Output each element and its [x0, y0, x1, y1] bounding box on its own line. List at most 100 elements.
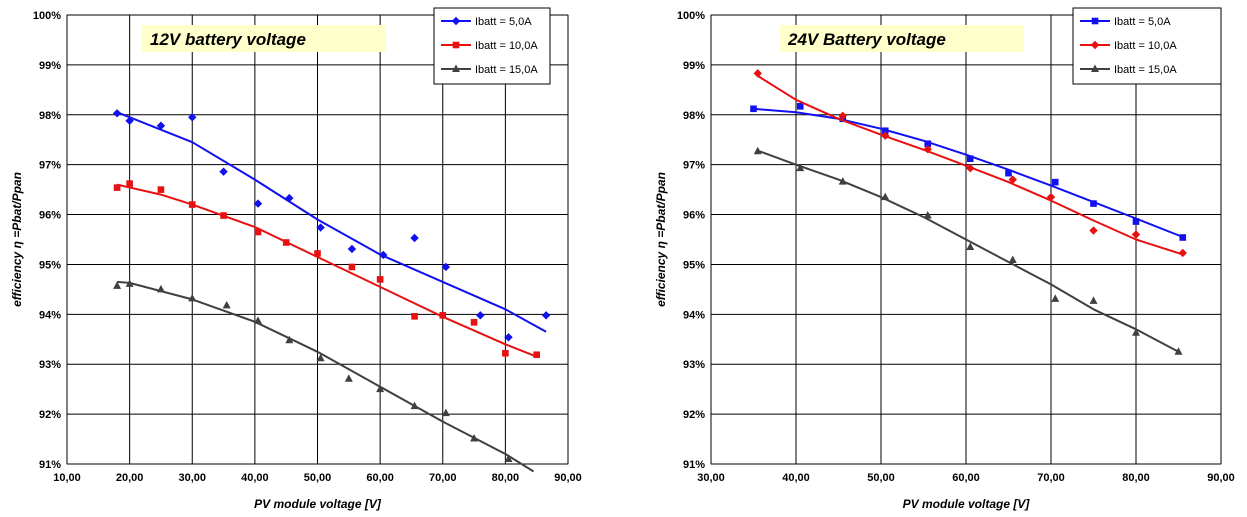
- data-point: [126, 180, 133, 187]
- y-tick-label: 93%: [39, 359, 61, 371]
- data-point: [410, 233, 419, 243]
- y-axis-title: efficiency η =Pbat/Ppan: [654, 172, 668, 307]
- y-axis-title: efficiency η =Pbat/Ppan: [10, 172, 24, 307]
- data-point: [796, 163, 805, 172]
- data-point: [1131, 230, 1141, 239]
- data-point: [1089, 296, 1098, 304]
- data-point: [1132, 218, 1140, 225]
- data-point: [285, 335, 294, 344]
- y-tick-label: 95%: [39, 259, 61, 271]
- data-point: [1179, 234, 1187, 241]
- y-tick-label: 98%: [683, 110, 705, 122]
- data-point: [113, 281, 122, 289]
- data-point: [157, 186, 165, 193]
- data-point: [476, 311, 485, 320]
- data-point: [282, 239, 290, 246]
- data-point: [1051, 178, 1059, 186]
- data-point: [541, 311, 551, 320]
- x-tick-label: 80,00: [1122, 472, 1150, 484]
- x-tick-label: 70,00: [429, 472, 457, 484]
- series-group-2: [113, 279, 535, 473]
- y-tick-label: 99%: [39, 60, 61, 72]
- annotation-box: [780, 25, 1024, 52]
- data-point: [439, 312, 447, 319]
- legend-marker: [1090, 40, 1100, 50]
- x-tick-label: 10,00: [53, 472, 81, 484]
- data-point: [881, 192, 890, 201]
- data-point: [316, 223, 325, 232]
- x-tick-label: 30,00: [697, 472, 725, 484]
- data-point: [410, 401, 419, 410]
- y-tick-label: 100%: [33, 10, 61, 22]
- chart-svg: 30,00 40,00 50,00 60,00 70,00 80,00 90,00 91% 92…: [654, 7, 1235, 511]
- trend-line: [753, 107, 1184, 238]
- legend-label: Ibatt = 15,0A: [1114, 64, 1177, 76]
- legend-label: Ibatt = 5,0A: [475, 16, 532, 28]
- data-point: [441, 262, 451, 272]
- chart-24v-efficiency: 30,00 40,00 50,00 60,00 70,00 80,00 90,00 91% 92…: [624, 0, 1247, 517]
- data-point: [1051, 294, 1060, 302]
- data-point: [753, 146, 762, 155]
- x-tick-label: 90,00: [1207, 472, 1235, 484]
- y-tick-label: 99%: [683, 60, 705, 72]
- x-axis-title: PV module voltage [V]: [254, 497, 382, 511]
- annotation-text: 24V Battery voltage: [787, 30, 946, 49]
- y-tick-label: 91%: [39, 459, 61, 471]
- data-point: [411, 313, 418, 320]
- data-point: [188, 293, 197, 302]
- series-group-0: [112, 109, 551, 342]
- data-point: [253, 199, 263, 208]
- data-point: [750, 105, 757, 113]
- trend-line: [757, 149, 1179, 353]
- data-point: [533, 351, 540, 359]
- data-point: [219, 167, 228, 176]
- x-axis-title: PV module voltage [V]: [903, 497, 1031, 511]
- annotation-text: 12V battery voltage: [150, 30, 306, 49]
- data-point: [379, 250, 388, 260]
- data-point: [504, 454, 513, 463]
- chart-12v-efficiency: 10,00 20,00 30,00 40,00 50,00 60,00 70,00 80,00…: [10, 7, 582, 511]
- x-tick-label: 50,00: [867, 472, 895, 484]
- data-point: [923, 145, 932, 154]
- y-tick-label: 95%: [683, 259, 705, 271]
- x-tick-label: 90,00: [554, 472, 582, 484]
- series-group-1: [113, 180, 540, 359]
- y-tick-label: 92%: [683, 409, 705, 421]
- legend-marker: [452, 41, 460, 49]
- x-tick-label: 40,00: [241, 472, 269, 484]
- legend-label: Ibatt = 15,0A: [475, 64, 538, 76]
- x-tick-label: 70,00: [1037, 472, 1065, 484]
- data-point: [1005, 169, 1012, 177]
- data-point: [1132, 328, 1140, 336]
- y-tick-label: 98%: [39, 110, 61, 122]
- data-point: [441, 408, 450, 417]
- data-point: [966, 163, 975, 173]
- data-point: [188, 201, 196, 208]
- data-point: [966, 155, 974, 162]
- annotation-box: [142, 25, 386, 52]
- y-tick-label: 96%: [39, 210, 61, 222]
- data-point: [254, 228, 262, 236]
- data-point: [347, 244, 357, 254]
- data-point: [1046, 192, 1056, 202]
- data-point: [376, 384, 385, 393]
- trend-line: [757, 75, 1184, 256]
- data-point: [112, 109, 122, 118]
- trend-line: [116, 183, 538, 358]
- chart-svg: 10,00 20,00 30,00 40,00 50,00 60,00 70,00 80,00…: [10, 7, 582, 511]
- legend-label: Ibatt = 5,0A: [1114, 16, 1171, 28]
- y-tick-label: 96%: [683, 210, 705, 222]
- data-point: [504, 333, 513, 342]
- data-point: [1008, 175, 1017, 184]
- data-point: [881, 131, 890, 140]
- data-point: [470, 434, 479, 442]
- y-tick-label: 94%: [683, 309, 705, 321]
- y-tick-label: 92%: [39, 409, 61, 421]
- data-point: [502, 349, 509, 357]
- data-point: [188, 113, 197, 122]
- legend-marker: [451, 16, 461, 26]
- x-tick-label: 80,00: [492, 472, 520, 484]
- legend-marker: [1091, 17, 1099, 25]
- x-tick-label: 50,00: [304, 472, 332, 484]
- data-point: [924, 140, 932, 148]
